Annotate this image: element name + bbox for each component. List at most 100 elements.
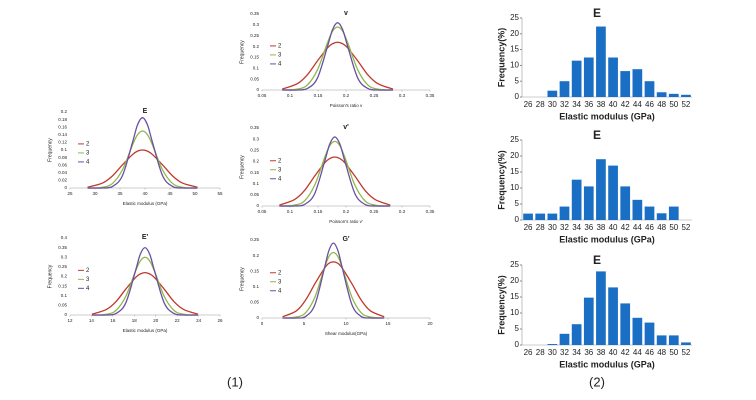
bar xyxy=(644,322,655,345)
x-tick-label: 46 xyxy=(645,223,654,232)
x-tick-label: 52 xyxy=(681,223,690,232)
y-axis-label: Frequency xyxy=(239,40,245,64)
x-tick-label: 26 xyxy=(524,223,533,232)
series-line xyxy=(279,136,391,207)
chart: 0 5 10 15 20 25 Frequency(%) Elastic modulus (G… xyxy=(496,128,692,244)
x-tick-label: 40 xyxy=(609,223,618,232)
y-tick-label: 0.15 xyxy=(250,55,259,60)
x-tick-label: 18 xyxy=(132,318,138,323)
y-tick-label: 0.25 xyxy=(250,237,259,242)
x-tick-label: 40 xyxy=(142,191,148,196)
y-tick-label: 0.15 xyxy=(250,170,259,175)
bar xyxy=(571,179,582,220)
x-tick-label: 48 xyxy=(657,100,666,109)
x-axis-label: Elastic modulus (GPa) xyxy=(559,111,655,121)
y-tick-label: 0.3 xyxy=(253,136,260,141)
y-tick-label: 0.06 xyxy=(58,162,67,167)
y-tick-label: 15 xyxy=(510,167,519,176)
x-tick-label: 20 xyxy=(153,318,159,323)
legend-label: 3 xyxy=(86,150,90,156)
chart: 0 5 10 15 20 25 Frequency(%) Elastic modulus (G… xyxy=(496,253,692,369)
x-tick-label: 38 xyxy=(596,348,605,357)
y-tick-label: 20 xyxy=(510,29,519,38)
bar xyxy=(681,94,691,97)
chart-title: E xyxy=(593,6,601,20)
chart-title: E xyxy=(593,128,601,142)
x-tick-label: 32 xyxy=(560,223,569,232)
y-tick-label: 0 xyxy=(64,312,67,317)
bar xyxy=(668,93,679,97)
x-tick-label: 45 xyxy=(167,191,173,196)
y-tick-label: 0.05 xyxy=(58,303,67,308)
x-tick-label: 0.35 xyxy=(426,209,435,214)
x-tick-label: 28 xyxy=(536,100,545,109)
x-tick-label: 32 xyxy=(560,100,569,109)
x-tick-label: 30 xyxy=(548,100,557,109)
bar xyxy=(608,57,618,97)
legend-label: 2 xyxy=(278,43,282,49)
x-tick-label: 0.15 xyxy=(314,93,323,98)
y-tick-label: 0.2 xyxy=(253,159,260,164)
y-tick-label: 0.1 xyxy=(253,284,260,289)
x-tick-label: 20 xyxy=(427,321,433,326)
bar xyxy=(559,206,570,220)
series-line xyxy=(91,271,199,315)
x-tick-label: 42 xyxy=(621,348,630,357)
bar xyxy=(583,297,594,345)
y-tick-label: 5 xyxy=(515,76,520,85)
bar xyxy=(668,206,679,220)
bar xyxy=(596,271,606,345)
y-axis-label: Frequency xyxy=(47,264,53,288)
y-tick-label: 20 xyxy=(510,276,519,285)
y-tick-label: 5 xyxy=(515,199,520,208)
y-tick-label: 0.1 xyxy=(61,147,68,152)
x-tick-label: 38 xyxy=(596,100,605,109)
x-tick-label: 40 xyxy=(609,348,618,357)
panel-label: (2) xyxy=(589,374,605,389)
series-line xyxy=(279,156,391,206)
y-tick-label: 0.4 xyxy=(61,235,68,240)
legend-label: 2 xyxy=(86,141,90,147)
y-tick-label: 0.18 xyxy=(58,117,67,122)
series-line xyxy=(87,149,198,188)
y-tick-label: 20 xyxy=(510,151,519,160)
x-tick-label: 36 xyxy=(584,348,593,357)
x-tick-label: 52 xyxy=(681,348,690,357)
bar xyxy=(644,81,655,97)
bar xyxy=(596,159,606,220)
x-tick-label: 52 xyxy=(681,100,690,109)
x-tick-label: 26 xyxy=(524,348,533,357)
series-line xyxy=(87,130,198,189)
x-tick-label: 50 xyxy=(669,100,678,109)
y-tick-label: 0 xyxy=(64,185,67,190)
x-tick-label: 22 xyxy=(175,318,181,323)
legend-label: 3 xyxy=(278,279,282,285)
x-tick-label: 42 xyxy=(621,100,630,109)
bar xyxy=(632,69,643,97)
bar xyxy=(632,317,643,345)
x-tick-label: 28 xyxy=(536,223,545,232)
legend-label: 4 xyxy=(278,61,282,67)
y-tick-label: 0.16 xyxy=(58,124,67,129)
x-tick-label: 30 xyxy=(548,223,557,232)
bar xyxy=(535,213,546,220)
x-tick-label: 44 xyxy=(633,348,642,357)
x-tick-label: 38 xyxy=(596,223,605,232)
x-tick-label: 0.35 xyxy=(426,93,435,98)
x-tick-label: 0 xyxy=(261,321,264,326)
x-axis-label: Elastic modulus (GPa) xyxy=(123,328,168,333)
x-axis-label: Elastic modulus (GPa) xyxy=(559,234,655,244)
y-tick-label: 0.14 xyxy=(58,132,67,137)
bar xyxy=(656,335,667,345)
y-tick-label: 0.08 xyxy=(58,155,67,160)
x-tick-label: 36 xyxy=(584,223,593,232)
y-tick-label: 0.15 xyxy=(58,283,67,288)
x-tick-label: 26 xyxy=(524,100,533,109)
y-tick-label: 25 xyxy=(510,260,519,269)
x-tick-label: 0.1 xyxy=(287,209,294,214)
x-axis-label: Poisson's ratio v xyxy=(330,103,363,108)
x-tick-label: 35 xyxy=(117,191,123,196)
chart-title: v xyxy=(344,10,348,17)
x-tick-label: 5 xyxy=(303,321,306,326)
